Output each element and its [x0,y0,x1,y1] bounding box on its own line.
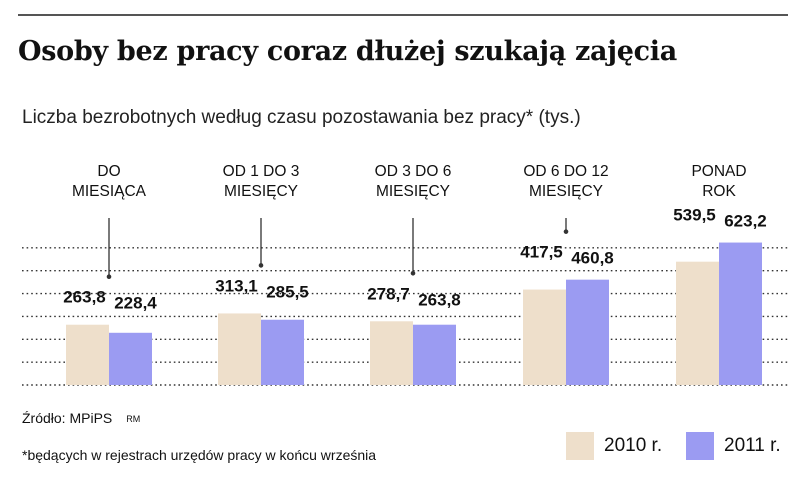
value-label: 228,4 [114,294,157,313]
value-label: 417,5 [520,243,563,262]
legend-item-2010: 2010 r. [566,432,662,460]
category-label-line: PONAD [691,163,746,180]
category-label-line: DO [97,163,120,180]
category-label: OD 6 DO 12 MIESIĘCY [523,163,608,200]
legend-item-2011: 2011 r. [686,432,781,460]
bar-2011 [109,332,152,385]
category-label-line: MIESIĄCA [72,183,147,200]
credit-initials: RM [126,414,141,425]
top-rule [18,14,788,16]
category-label-line: OD 6 DO 12 [523,163,608,180]
source-text: Źródło: MPiPS [22,410,113,426]
bar-2010 [523,289,566,385]
category-label-line: MIESIĘCY [224,183,298,200]
category-label: OD 3 DO 6 MIESIĘCY [375,163,452,200]
legend-label-2010: 2010 r. [604,435,663,456]
pointer-dot [563,229,569,234]
value-label: 539,5 [673,206,716,225]
category-label: OD 1 DO 3 MIESIĘCY [223,163,300,200]
category-label-line: MIESIĘCY [376,183,450,200]
category-label: PONAD ROK [691,163,746,200]
value-label: 623,2 [724,212,767,231]
value-label: 313,1 [215,276,258,295]
legend-swatch-2010 [566,432,594,460]
category-label-line: ROK [702,183,736,200]
bar-2010 [218,313,261,385]
pointer-dot [410,270,416,276]
source-note: Źródło: MPiPS RM [22,410,140,426]
bar-2011 [566,279,609,385]
bar-2011 [261,319,304,385]
bar-2011 [719,242,762,385]
value-label: 460,8 [571,249,614,268]
chart-title: Osoby bez pracy coraz dłużej szukają zaj… [18,36,677,67]
bar-2010 [676,261,719,385]
footnote: *będących w rejestrach urzędów pracy w k… [22,447,377,463]
chart-subtitle: Liczba bezrobotnych według czasu pozosta… [22,107,581,128]
value-label: 263,8 [418,290,461,309]
bar-2011 [413,324,456,385]
category-label-line: MIESIĘCY [529,183,603,200]
value-label: 263,8 [63,288,106,307]
category-label: DO MIESIĄCA [72,163,147,200]
legend-label-2011: 2011 r. [724,435,781,456]
category-label-line: OD 3 DO 6 [375,163,452,180]
bar-2010 [66,324,109,385]
pointer-dot [106,274,112,280]
bar-2010 [370,321,413,385]
pointer-dot [258,263,264,268]
value-label: 278,7 [367,284,410,303]
category-label-line: OD 1 DO 3 [223,163,300,180]
legend-swatch-2011 [686,432,714,460]
value-label: 285,5 [266,282,309,301]
